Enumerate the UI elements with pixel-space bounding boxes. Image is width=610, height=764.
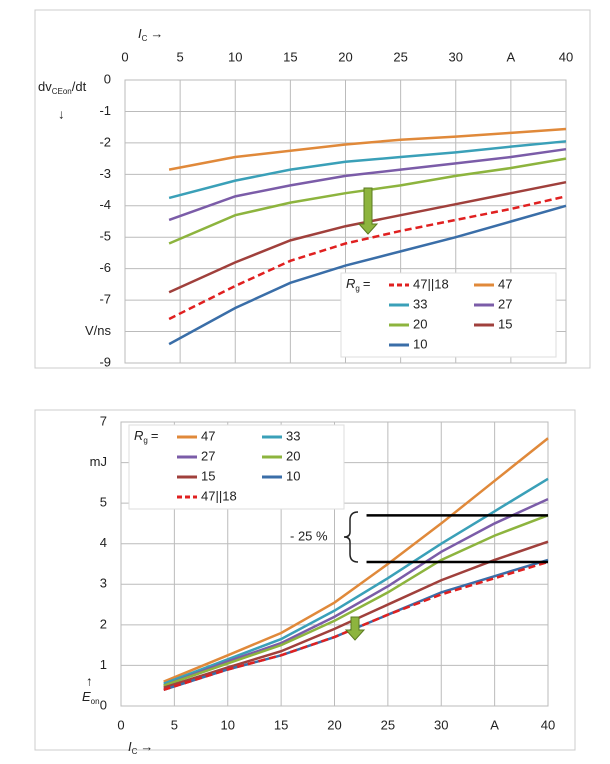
legend-title: Rg = [346,276,370,293]
chart: 0 5 10 15 20 25 30 A 40 0 -1 -2 -3 -4 -5 -6 -7 V/ns -9 Rg = 4… [85,49,573,369]
legend-box [128,424,345,510]
legend-label: 47 [498,276,512,291]
y-axis-arrow: ↑ [86,673,93,688]
legend-label: 20 [286,448,300,463]
y-tick-label: -4 [99,197,111,212]
y-tick-label: 0 [104,71,111,86]
x-tick-label: 10 [221,717,235,732]
y-axis-label: Eon [82,689,100,706]
y-tick-label: 0 [100,697,107,712]
chart: 0 5 10 15 20 25 30 A 40 0 1 2 3 4 5 mJ 7 Rg = 47 33 27 20 15 10 4… [90,413,556,732]
arrow [344,616,366,641]
x-tick-label: 30 [434,717,448,732]
y-tick-label: 4 [100,535,107,550]
x-tick-label: 0 [121,49,128,64]
chart-frame [34,9,591,369]
legend-label: 15 [201,468,215,483]
x-tick-label: 40 [541,717,555,732]
legend-label: 47||18 [413,276,449,291]
legend-label: 10 [413,336,427,351]
y-tick-label: V/ns [85,323,112,338]
x-axis-label: IC → [138,26,163,43]
legend-title-part: g [143,436,147,445]
legend-title-part: R [346,276,355,291]
y-tick-label: -7 [99,292,111,307]
legend-title-part: R [134,428,143,443]
x-tick-label: 5 [177,49,184,64]
series-line [168,147,567,222]
legend-label: 15 [498,316,512,331]
y-tick-label: -6 [99,260,111,275]
series-line [168,157,567,245]
arrow [357,187,379,235]
brace [343,511,359,563]
y-axis-arrow: ↓ [58,106,65,121]
series-line [168,140,567,200]
y-tick-label: -9 [99,354,111,369]
series-line [163,477,549,685]
legend-title-part: = [151,428,159,443]
x-tick-label: 20 [338,49,352,64]
y-axis-label: dvCEon/dt [38,79,87,96]
y-tick-label: 5 [100,495,107,510]
y-tick-label: 2 [100,616,107,631]
chart-frame [34,409,576,751]
annotation-text: - 25 % [290,528,328,543]
x-tick-label: A [490,717,499,732]
series-line [163,540,549,689]
series-line [168,195,567,321]
y-tick-label: mJ [90,454,107,469]
x-tick-label: 20 [327,717,341,732]
y-tick-label: 1 [100,657,107,672]
legend-label: 47 [201,428,215,443]
legend-label: 20 [413,316,427,331]
x-tick-label: 25 [393,49,407,64]
series-line [168,204,567,346]
legend-label: 10 [286,468,300,483]
y-tick-label: -1 [99,103,111,118]
x-tick-label: A [507,49,516,64]
legend-label: 27 [201,448,215,463]
legend-label: 33 [286,428,300,443]
legend-title-part: g [355,284,359,293]
y-tick-label: -3 [99,166,111,181]
y-tick-label: -5 [99,229,111,244]
x-tick-label: 15 [283,49,297,64]
legend-label: 33 [413,296,427,311]
x-tick-label: 30 [449,49,463,64]
y-tick-label: 7 [100,413,107,428]
legend-label: 47||18 [201,488,237,503]
series-line [163,497,549,687]
x-axis-label: IC → [128,739,153,756]
x-tick-label: 25 [381,717,395,732]
y-tick-label: -2 [99,134,111,149]
series-line [163,558,549,691]
legend-title: Rg = [134,428,158,445]
x-tick-label: 0 [117,717,124,732]
series-line [168,180,567,294]
x-tick-label: 10 [228,49,242,64]
x-tick-label: 15 [274,717,288,732]
x-tick-label: 40 [559,49,573,64]
legend-box [340,272,557,358]
legend-title-part: = [363,276,371,291]
series-line [168,127,567,171]
y-tick-label: 3 [100,576,107,591]
series-line [163,514,549,687]
legend-label: 27 [498,296,512,311]
series-line [163,437,549,683]
x-tick-label: 5 [171,717,178,732]
